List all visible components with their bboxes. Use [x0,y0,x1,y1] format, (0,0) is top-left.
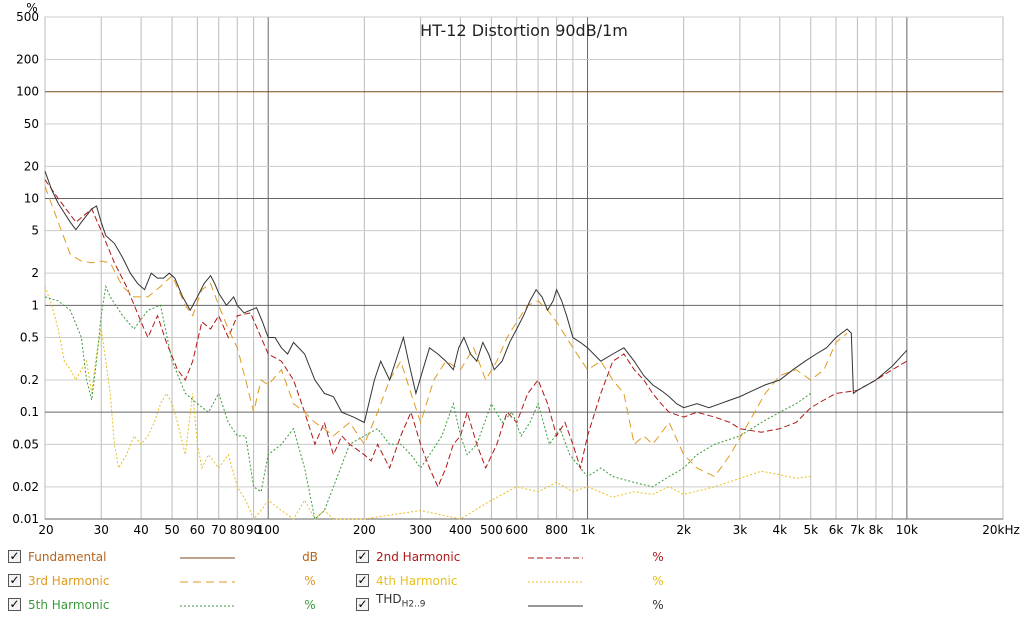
x-tick-label: 6k [829,523,844,537]
x-tick-label: 2k [676,523,691,537]
y-tick-label: 200 [16,53,39,67]
x-tick-label: 5k [803,523,818,537]
x-tick-label: 90 [246,523,261,537]
y-tick-label: 100 [16,85,39,99]
legend-line-3rd-harmonic [180,581,235,583]
x-tick-label: 7k [850,523,865,537]
series-4th-harmonic-line [44,286,811,520]
checkbox-fundamental[interactable]: ✓ [8,549,21,563]
series-3rd-harmonic-line [44,186,848,478]
x-tick-label: 60 [190,523,205,537]
legend-label-thd-sub: H2..9 [401,599,426,610]
plot-background [44,16,1004,520]
y-tick-label: 0.01 [12,512,39,526]
x-tick-label: 10k [896,523,918,537]
x-tick-label: 200 [353,523,376,537]
y-tick-label: 50 [24,117,39,131]
y-tick-label: 0.5 [20,330,39,344]
x-tick-label: 50 [164,523,179,537]
x-tick-label: 40 [133,523,148,537]
grid [44,16,1004,520]
series-thd-line [44,171,908,424]
legend-line-4th-harmonic [528,581,583,583]
series-2nd-harmonic-line [44,179,908,489]
legend-label-5th-harmonic: 5th Harmonic [28,598,110,612]
x-tick-label: 600 [505,523,528,537]
x-tick-label: 80 [230,523,245,537]
legend-unit-5th-harmonic: % [304,598,316,612]
legend-label-3rd-harmonic: 3rd Harmonic [28,574,110,588]
legend-4th-harmonic[interactable]: ✓ 4th Harmonic % [356,572,686,592]
legend-unit-thd: % [652,598,664,612]
x-tick-label: 1k [580,523,595,537]
x-tick-label: 30 [94,523,109,537]
y-tick-label: 10 [24,192,39,206]
y-tick-label: 1 [31,298,39,312]
legend-line-thd [528,605,583,607]
legend-line-2nd-harmonic [528,557,583,559]
y-axis-unit-label: % [26,1,37,15]
x-tick-label: 500 [480,523,503,537]
x-tick-label: 400 [449,523,472,537]
x-tick-label: 4k [772,523,787,537]
series-5th-harmonic-line [44,284,811,520]
legend-label-4th-harmonic: 4th Harmonic [376,574,458,588]
checkbox-2nd-harmonic[interactable]: ✓ [356,549,369,563]
series-lines [44,91,1003,520]
y-tick-label: 2 [31,266,39,280]
legend-label-fundamental: Fundamental [28,550,107,564]
legend-unit-fundamental: dB [302,550,318,564]
legend-line-5th-harmonic [180,605,235,607]
x-tick-label: 8k [869,523,884,537]
x-tick-label: 800 [545,523,568,537]
y-tick-label: 20 [24,159,39,173]
checkbox-thd[interactable]: ✓ [356,597,369,611]
y-tick-label: 5 [31,224,39,238]
chart-title: HT-12 Distortion 90dB/1m [420,21,628,40]
y-tick-label: 0.1 [20,405,39,419]
legend-fundamental[interactable]: ✓ Fundamental dB [8,548,338,568]
x-tick-label: 300 [409,523,432,537]
legend-unit-4th-harmonic: % [652,574,664,588]
y-axis-ticks: 500 200 100 50 20 10 5 2 1 0.5 0.2 0.1 0.05 0.02 0.01 [12,10,39,526]
legend-line-fundamental [180,557,235,559]
legend-label-thd-text: THD [376,592,402,606]
y-tick-label: 500 [16,10,39,24]
legend-unit-3rd-harmonic: % [304,574,316,588]
legend-unit-2nd-harmonic: % [652,550,664,564]
legend-thd[interactable]: ✓ THDH2..9 % [356,592,686,616]
legend-label-2nd-harmonic: 2nd Harmonic [376,550,461,564]
legend-label-thd: THDH2..9 [376,592,426,609]
legend-2nd-harmonic[interactable]: ✓ 2nd Harmonic % [356,548,686,568]
x-tick-label: 3k [733,523,748,537]
x-tick-label: 70 [211,523,226,537]
checkbox-4th-harmonic[interactable]: ✓ [356,573,369,587]
y-tick-label: 0.02 [12,480,39,494]
legend-5th-harmonic[interactable]: ✓ 5th Harmonic % [8,596,338,616]
checkbox-5th-harmonic[interactable]: ✓ [8,597,21,611]
x-tick-label: 20kHz [982,523,1020,537]
x-tick-label: 20 [38,523,53,537]
x-tick-label: 100 [257,523,280,537]
checkbox-3rd-harmonic[interactable]: ✓ [8,573,21,587]
y-tick-label: 0.05 [12,437,39,451]
legend-3rd-harmonic[interactable]: ✓ 3rd Harmonic % [8,572,338,592]
y-tick-label: 0.2 [20,373,39,387]
